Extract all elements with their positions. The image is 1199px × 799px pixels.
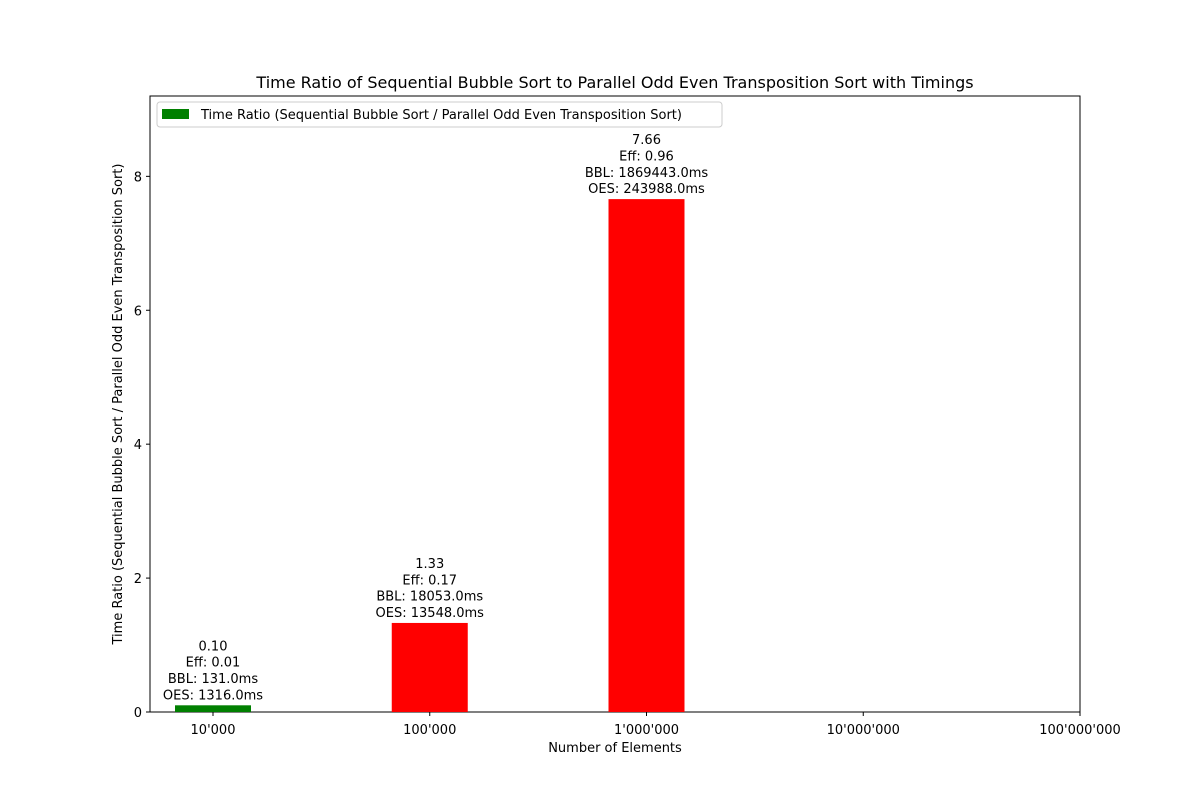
y-axis: 0 2 4 6 8 [134,170,150,721]
y-axis-label: Time Ratio (Sequential Bubble Sort / Par… [111,164,126,646]
x-axis-label: Number of Elements [548,741,682,756]
bar-label-1-0: 1.33 [415,557,444,572]
bar-label-1-1: Eff: 0.17 [402,573,457,588]
x-axis: 10'000 100'000 1'000'000 10'000'000 100'000'… [191,712,1121,738]
bar-label-2-2: BBL: 1869443.0ms [585,166,709,181]
bar-label-1-3: OES: 13548.0ms [376,606,485,621]
y-tick-label-2: 4 [134,438,142,453]
legend-swatch [162,109,189,119]
legend: Time Ratio (Sequential Bubble Sort / Par… [156,101,723,128]
y-tick-label-3: 6 [134,304,142,319]
legend-frame [156,101,723,128]
x-tick-label-2: 1'000'000 [614,723,679,738]
legend-entry: Time Ratio (Sequential Bubble Sort / Par… [200,108,682,123]
bar-label-1-2: BBL: 18053.0ms [376,590,483,605]
x-tick-label-1: 100'000 [403,723,456,738]
y-tick-label-0: 0 [134,706,142,721]
bar-label-2-0: 7.66 [632,133,661,148]
bar-label-0-3: OES: 1316.0ms [163,688,263,703]
bar-0 [175,705,251,712]
bars-layer [175,199,685,712]
bar-2 [608,199,685,712]
bar-label-0-0: 0.10 [199,639,228,654]
x-tick-label-4: 100'000'000 [1039,723,1121,738]
x-tick-label-3: 10'000'000 [827,723,900,738]
y-tick-label-1: 2 [134,572,142,587]
bar-label-2-3: OES: 243988.0ms [588,182,705,197]
bar-1 [391,622,468,712]
chart-title: Time Ratio of Sequential Bubble Sort to … [255,73,973,92]
bar-label-2-1: Eff: 0.96 [619,150,674,165]
bar-label-0-2: BBL: 131.0ms [168,672,258,687]
bar-label-0-1: Eff: 0.01 [186,656,241,671]
x-tick-label-0: 10'000 [191,723,236,738]
y-tick-label-4: 8 [134,170,142,185]
